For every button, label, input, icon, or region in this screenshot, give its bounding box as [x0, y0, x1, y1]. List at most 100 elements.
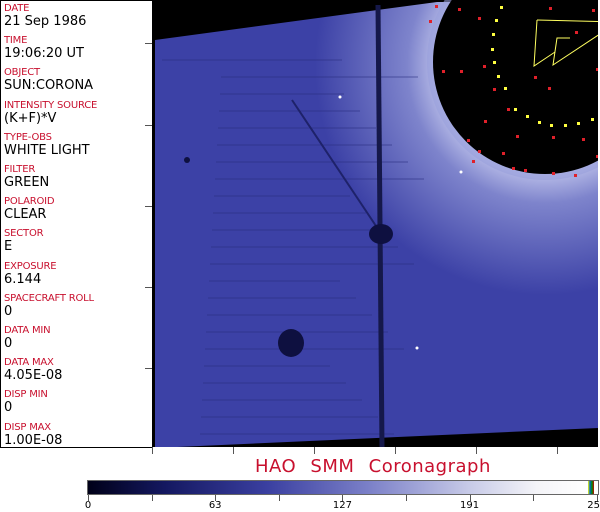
- grid-point-red: [516, 135, 519, 138]
- grid-point-red: [435, 5, 438, 8]
- star: [338, 95, 342, 99]
- x-axis-tick: [395, 447, 396, 454]
- field-date: DATE 21 Sep 1986: [4, 3, 86, 29]
- field-label: EXPOSURE: [4, 260, 57, 272]
- grid-point-yellow: [500, 6, 503, 9]
- grid-point-red: [596, 155, 599, 158]
- y-axis-tick: [145, 368, 152, 369]
- field-disp-min: DISP MIN 0: [4, 389, 48, 415]
- colorbar-tick: [215, 495, 217, 501]
- pylon-diagonal: [291, 99, 381, 233]
- grid-point-red: [574, 174, 577, 177]
- field-value: 0: [4, 336, 13, 351]
- grid-point-yellow: [591, 118, 594, 121]
- field-value: E: [4, 239, 13, 255]
- pylon-blob: [369, 224, 393, 244]
- grid-point-red: [552, 136, 555, 139]
- field-label: TIME: [4, 35, 28, 47]
- grid-point-red: [512, 167, 515, 170]
- grid-point-yellow: [550, 124, 553, 127]
- field-label: INTENSITY SOURCE: [4, 99, 98, 111]
- field-label: DATA MAX: [4, 357, 54, 369]
- grid-point-red: [467, 139, 470, 142]
- field-label: DATE: [4, 3, 30, 14]
- y-axis-tick: [145, 125, 152, 126]
- x-axis-tick: [152, 447, 153, 454]
- dark-spot: [278, 329, 304, 357]
- field-exposure: EXPOSURE 6.144: [4, 260, 57, 287]
- y-axis-tick: [145, 43, 152, 44]
- grid-point-red: [478, 17, 481, 20]
- field-data-max: DATA MAX 4.05E-08: [4, 357, 62, 383]
- field-label: SECTOR: [4, 228, 44, 240]
- x-axis-tick: [233, 447, 234, 454]
- coronagraph-image: [152, 0, 600, 448]
- grid-point-red: [484, 120, 487, 123]
- grid-point-red: [442, 70, 445, 73]
- grid-point-red: [460, 70, 463, 73]
- sun-marker-triangle-2: [533, 19, 556, 67]
- field-value: WHITE LIGHT: [4, 142, 90, 158]
- grid-point-yellow: [492, 33, 495, 36]
- coronagraph-image-svg: [155, 0, 600, 448]
- grid-point-red: [552, 172, 555, 175]
- field-data-min: DATA MIN 0: [4, 325, 51, 351]
- field-value: 0: [4, 400, 13, 416]
- star: [415, 346, 419, 350]
- field-object: OBJECT SUN:CORONA: [4, 67, 93, 93]
- grid-point-red: [507, 108, 510, 111]
- field-label: SPACECRAFT ROLL: [4, 292, 94, 304]
- colorbar: [87, 480, 599, 495]
- grid-point-yellow: [495, 19, 498, 22]
- field-value: CLEAR: [4, 207, 47, 223]
- grid-point-red: [596, 68, 599, 71]
- star: [459, 170, 463, 174]
- colorbar-tick: [533, 495, 535, 501]
- field-value: 19:06:20 UT: [4, 46, 84, 62]
- colorbar-tick: [342, 495, 344, 501]
- grid-point-yellow: [564, 124, 567, 127]
- field-time: TIME 19:06:20 UT: [4, 35, 84, 61]
- field-label: POLAROID: [4, 196, 55, 208]
- colorbar-tick: [278, 495, 280, 501]
- colorbar-tick: [88, 495, 89, 501]
- sun-marker-triangle: [536, 19, 600, 67]
- field-type-obs: TYPE-OBS WHITE LIGHT: [4, 132, 90, 158]
- colorbar-tick: [469, 495, 471, 501]
- grid-point-red: [472, 160, 475, 163]
- field-label: DISP MAX: [4, 421, 51, 433]
- field-label: TYPE-OBS: [4, 131, 52, 143]
- field-label: DATA MIN: [4, 325, 51, 336]
- field-filter: FILTER GREEN: [4, 164, 49, 190]
- field-value: 1.00E-08: [4, 432, 63, 448]
- grid-point-red: [582, 138, 585, 141]
- x-axis-tick: [476, 447, 477, 454]
- grid-point-red: [458, 8, 461, 11]
- grid-point-red: [592, 9, 595, 12]
- field-spacecraft-roll: SPACECRAFT ROLL 0: [4, 293, 94, 319]
- field-value: 6.144: [4, 271, 42, 287]
- colorbar-tick-label: 63: [208, 500, 222, 511]
- field-disp-max: DISP MAX 1.00E-08: [4, 422, 62, 448]
- colorbar-tick: [151, 495, 153, 501]
- colorbar-tick: [596, 495, 598, 501]
- field-value: (K+F)*V: [4, 110, 57, 126]
- field-value: 0: [4, 303, 13, 319]
- grid-point-red: [429, 20, 432, 23]
- grid-point-red: [575, 31, 578, 34]
- grid-point-yellow: [491, 48, 494, 51]
- grid-point-red: [524, 169, 527, 172]
- grid-point-yellow: [538, 121, 541, 124]
- field-sector: SECTOR E: [4, 228, 44, 255]
- colorbar-tick-label: 191: [460, 500, 480, 511]
- grid-point-red: [502, 152, 505, 155]
- colorbar-overlay-colors: [588, 481, 594, 494]
- colorbar-tick-label: 127: [332, 500, 352, 511]
- field-value: SUN:CORONA: [4, 78, 94, 94]
- dark-spot-small: [184, 157, 190, 163]
- field-polaroid: POLAROID CLEAR: [4, 196, 55, 223]
- grid-point-yellow: [497, 75, 500, 78]
- header-info-panel: DATE 21 Sep 1986 TIME 19:06:20 UT OBJECT SUN:…: [0, 0, 153, 448]
- grid-point-red: [548, 87, 551, 90]
- field-value: GREEN: [4, 175, 50, 190]
